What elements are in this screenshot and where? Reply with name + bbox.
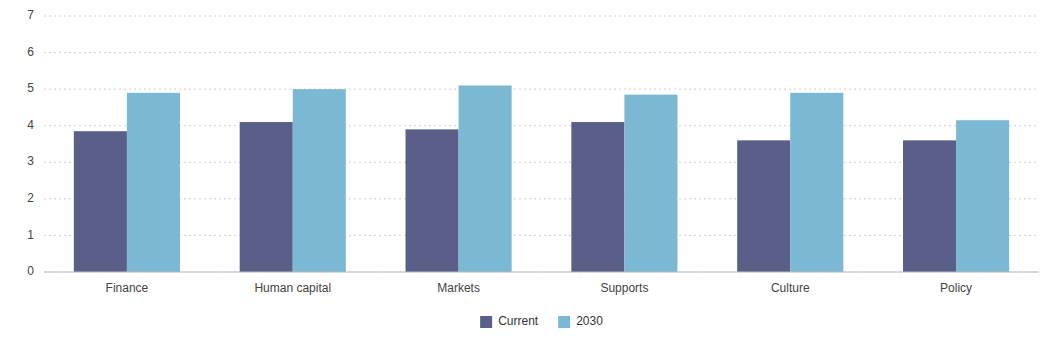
- bar: [74, 131, 127, 272]
- x-tick-label: Human capital: [254, 281, 331, 295]
- bar: [624, 95, 677, 272]
- legend-label: 2030: [576, 314, 603, 328]
- bar: [127, 93, 180, 272]
- bar: [459, 85, 512, 272]
- x-tick-label: Markets: [437, 281, 480, 295]
- legend-label: Current: [498, 314, 539, 328]
- bar: [903, 140, 956, 272]
- legend-item: 2030: [558, 314, 603, 328]
- bar: [571, 122, 624, 272]
- legend-swatch: [480, 316, 492, 328]
- grid-line: [44, 16, 1039, 17]
- grid-line: [44, 52, 1039, 53]
- x-tick-label: Supports: [600, 281, 648, 295]
- grid-line: [44, 162, 1039, 163]
- grid-line: [44, 125, 1039, 126]
- grid-line: [44, 235, 1039, 236]
- grid: [44, 16, 1039, 272]
- legend-item: Current: [480, 314, 539, 328]
- y-tick-label: 0: [27, 264, 34, 278]
- bar: [790, 93, 843, 272]
- x-tick-label: Culture: [771, 281, 810, 295]
- bar: [293, 89, 346, 272]
- bar: [956, 120, 1009, 272]
- grid-line: [44, 89, 1039, 90]
- y-tick-label: 7: [27, 8, 34, 22]
- bar: [737, 140, 790, 272]
- y-tick-label: 1: [27, 228, 34, 242]
- bar: [240, 122, 293, 272]
- bars: [74, 85, 1009, 272]
- y-tick-label: 2: [27, 191, 34, 205]
- y-tick-label: 4: [27, 118, 34, 132]
- y-tick-label: 5: [27, 81, 34, 95]
- bar: [406, 129, 459, 272]
- grid-line: [44, 272, 1039, 273]
- grid-line: [44, 198, 1039, 199]
- y-tick-label: 3: [27, 154, 34, 168]
- y-tick-label: 6: [27, 45, 34, 59]
- x-tick-label: Finance: [106, 281, 149, 295]
- x-tick-label: Policy: [940, 281, 972, 295]
- legend-swatch: [558, 316, 570, 328]
- legend: Current 2030: [480, 314, 603, 328]
- x-axis-line: [44, 272, 1039, 273]
- chart: 0 1 2 3 4 5 6 7 Finance Human capital Markets Suppo…: [0, 0, 1059, 344]
